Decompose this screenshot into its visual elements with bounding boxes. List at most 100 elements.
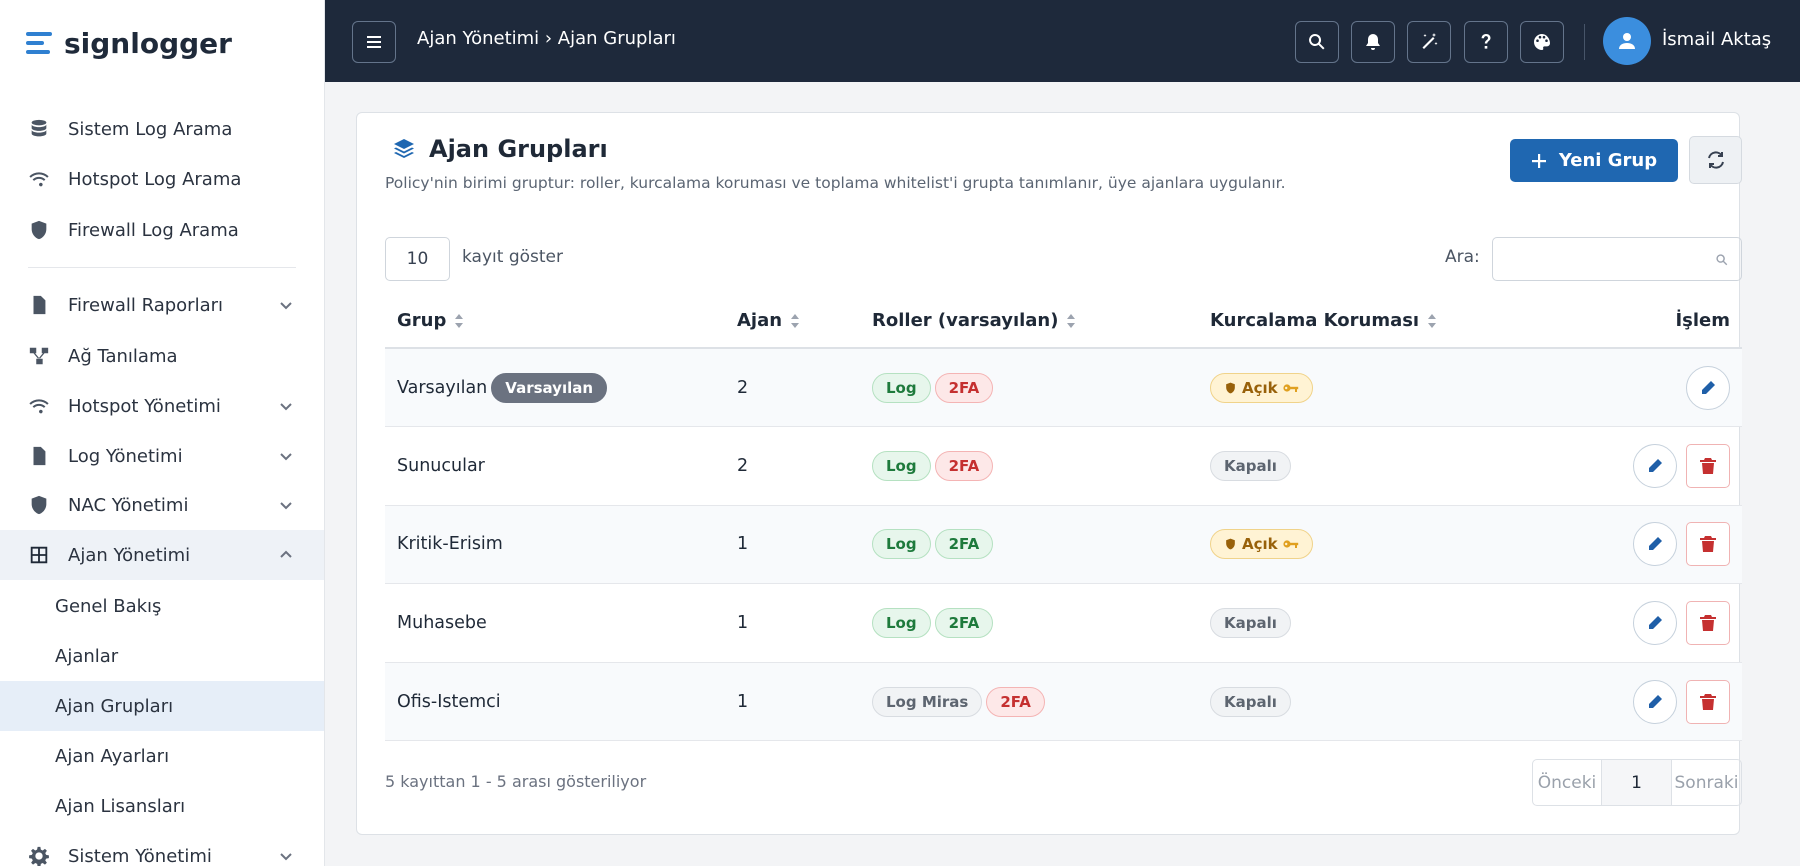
refresh-button[interactable] — [1689, 136, 1742, 184]
avatar[interactable] — [1603, 17, 1651, 65]
search-button[interactable] — [1295, 21, 1339, 63]
menu-label: Ajan Yönetimi — [68, 544, 191, 566]
menu-label: NAC Yönetimi — [68, 494, 189, 516]
cell: Log Miras 2FA — [860, 662, 1198, 742]
edit-button[interactable] — [1686, 365, 1730, 410]
cell: Muhasebe — [385, 583, 725, 663]
role-badge: 2FA — [986, 686, 1045, 717]
header-row: Grup Ajan Roller (varsayılan) Kurcalama … — [385, 294, 1742, 349]
brand-icon — [26, 32, 52, 54]
edit-button[interactable] — [1633, 522, 1677, 567]
edit-button[interactable] — [1633, 443, 1677, 488]
length-label: kayıt göster — [462, 247, 563, 267]
menu-item[interactable]: Ajan Yönetimi — [0, 530, 324, 580]
cell: 1 — [725, 662, 860, 742]
edit-button[interactable] — [1633, 679, 1677, 724]
cell — [1561, 505, 1742, 585]
tamper-badge: Açık — [1210, 372, 1313, 403]
group-name: Varsayılan — [397, 377, 488, 398]
search-label: Ara: — [1445, 247, 1480, 267]
user-name[interactable]: İsmail Aktaş — [1662, 29, 1772, 50]
group-name: Sunucular — [397, 455, 485, 476]
column-header[interactable]: Kurcalama Koruması — [1198, 294, 1561, 349]
role-badge: Log — [872, 608, 931, 639]
menu-label: Ağ Tanılama — [68, 345, 178, 367]
menu-item[interactable]: Log Yönetimi — [0, 431, 324, 481]
notifications-button[interactable] — [1351, 21, 1395, 63]
role-badge: Log — [872, 372, 931, 403]
table-row: Sunucular 2 Log 2FA Kapalı — [385, 426, 1742, 506]
cell: Sunucular — [385, 426, 725, 506]
submenu-item[interactable]: Genel Bakış — [0, 581, 324, 631]
menu-label: Sistem Log Arama — [68, 118, 233, 140]
groups-table: Grup Ajan Roller (varsayılan) Kurcalama … — [385, 294, 1742, 742]
column-header: İşlem — [1561, 294, 1742, 349]
header-label: Kurcalama Koruması — [1210, 310, 1420, 331]
theme-button[interactable] — [1520, 21, 1564, 63]
group-name: Muhasebe — [397, 613, 487, 634]
separator — [28, 267, 296, 268]
tamper-label: Açık — [1242, 378, 1278, 397]
agent-count: 1 — [737, 691, 749, 712]
menu-item[interactable]: Ağ Tanılama — [0, 331, 324, 381]
page-length-select[interactable]: 10 — [385, 237, 450, 281]
menu-item[interactable]: Sistem Yönetimi — [0, 831, 324, 866]
menu-item[interactable]: Hotspot Log Arama — [0, 154, 324, 204]
tamper-label: Açık — [1242, 535, 1278, 554]
menu-toggle[interactable] — [352, 21, 396, 63]
group-name: Kritik-Erisim — [397, 534, 503, 555]
magic-button[interactable] — [1407, 21, 1451, 63]
tamper-badge: Kapalı — [1210, 686, 1291, 717]
submenu-item[interactable]: Ajan Grupları — [0, 681, 324, 731]
role-badge: 2FA — [934, 529, 994, 560]
menu-item[interactable]: Firewall Raporları — [0, 280, 324, 330]
submenu-item[interactable]: Ajan Lisansları — [0, 781, 324, 831]
cell: Ofis-Istemci — [385, 662, 725, 742]
agent-count: 2 — [737, 377, 749, 398]
delete-button[interactable] — [1686, 522, 1730, 567]
delete-button[interactable] — [1686, 601, 1730, 646]
tamper-badge: Kapalı — [1210, 450, 1291, 481]
column-header[interactable]: Grup — [385, 294, 725, 349]
new-group-button[interactable]: Yeni Grup — [1510, 139, 1678, 182]
cell: Kapalı — [1198, 583, 1561, 663]
table-row: Varsayılan Varsayılan 2 Log 2FA Açık — [385, 348, 1742, 428]
cell: Log 2FA — [860, 505, 1198, 585]
brand-name: signlogger — [64, 26, 232, 60]
edit-button[interactable] — [1633, 601, 1677, 646]
submenu-label: Ajan Grupları — [55, 695, 174, 717]
submenu-item[interactable]: Ajanlar — [0, 631, 324, 681]
column-header[interactable]: Ajan — [725, 294, 860, 349]
pagination-next[interactable]: Sonraki — [1671, 759, 1742, 806]
default-badge: Varsayılan — [491, 372, 608, 403]
delete-button[interactable] — [1686, 443, 1730, 488]
help-button[interactable] — [1464, 21, 1508, 63]
cell: Kapalı — [1198, 426, 1561, 506]
pagination-prev[interactable]: Önceki — [1532, 759, 1602, 806]
column-header[interactable]: Roller (varsayılan) — [860, 294, 1198, 349]
menu-label: Hotspot Log Arama — [68, 168, 242, 190]
menu-label: Firewall Log Arama — [68, 219, 239, 241]
cell: Log 2FA — [860, 426, 1198, 506]
menu-item[interactable]: Hotspot Yönetimi — [0, 381, 324, 431]
cell: 1 — [725, 505, 860, 585]
role-badge: Log — [872, 529, 931, 560]
delete-button[interactable] — [1686, 679, 1730, 724]
menu-item[interactable]: NAC Yönetimi — [0, 480, 324, 530]
header-label: Ajan — [737, 310, 783, 331]
sidebar: signlogger Sistem Log Arama Hotspot Log … — [0, 0, 325, 866]
header-label: Grup — [397, 310, 447, 331]
menu-item[interactable]: Firewall Log Arama — [0, 205, 324, 255]
cell: Açık — [1198, 505, 1561, 585]
cell: Varsayılan Varsayılan — [385, 348, 725, 428]
brand[interactable]: signlogger — [26, 24, 232, 62]
search-input[interactable] — [1492, 237, 1742, 281]
submenu-item[interactable]: Ajan Ayarları — [0, 731, 324, 781]
card: Ajan Grupları Policy'nin birimi gruptur:… — [356, 112, 1742, 835]
header-label: İşlem — [1675, 310, 1730, 331]
role-badge: 2FA — [934, 450, 994, 481]
menu-item[interactable]: Sistem Log Arama — [0, 104, 324, 154]
role-badge: 2FA — [934, 608, 994, 639]
pagination-page[interactable]: 1 — [1601, 759, 1672, 806]
